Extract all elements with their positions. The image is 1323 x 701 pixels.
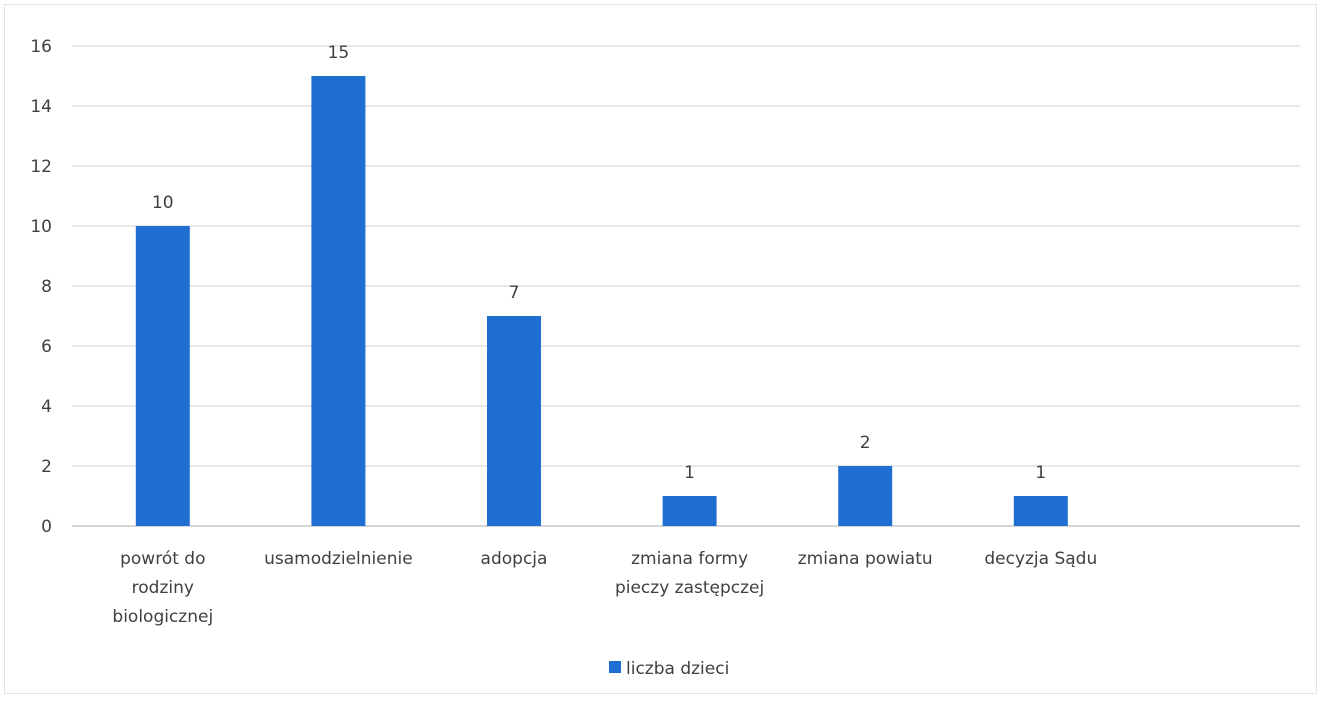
y-tick-label-16: 16: [30, 37, 52, 57]
bar-3: [487, 316, 541, 526]
bar-6: [1013, 496, 1068, 526]
y-tick-label-8: 8: [41, 277, 52, 297]
y-tick-label-14: 14: [30, 97, 52, 117]
bars: [135, 76, 1068, 526]
category-label-line: adopcja: [481, 549, 548, 569]
y-tick-label-10: 10: [30, 217, 52, 237]
category-label-line: rodziny: [132, 578, 194, 598]
bar-2: [311, 76, 366, 526]
category-label-4: zmiana formy pieczy zastępczej: [615, 549, 764, 598]
data-label-2: 15: [328, 43, 350, 63]
category-label-line: pieczy zastępczej: [615, 578, 764, 598]
legend-label: liczba dzieci: [626, 659, 729, 679]
y-tick-label-0: 0: [41, 517, 52, 537]
category-label-2: usamodzielnienie: [264, 549, 413, 569]
data-labels: 10 15 7 1 2 1: [152, 43, 1046, 483]
category-label-3: adopcja: [481, 549, 548, 569]
y-tick-label-6: 6: [41, 337, 52, 357]
data-label-5: 2: [860, 433, 871, 453]
category-label-line: powrót do: [120, 549, 205, 569]
bar-1: [135, 226, 190, 526]
category-label-line: decyzja Sądu: [984, 549, 1097, 569]
category-label-line: zmiana powiatu: [798, 549, 933, 569]
y-axis-tick-labels: 0 2 4 6 8 10 12 14 16: [30, 37, 52, 537]
data-label-3: 7: [509, 283, 520, 303]
legend: liczba dzieci: [609, 659, 729, 679]
y-tick-label-2: 2: [41, 457, 52, 477]
bar-5: [838, 466, 893, 526]
category-label-6: decyzja Sądu: [984, 549, 1097, 569]
category-label-line: zmiana formy: [631, 549, 748, 569]
gridlines: [72, 45, 1300, 527]
x-axis-category-labels: powrót do rodziny biologicznej usamodzielni…: [112, 549, 1097, 627]
bar-4: [662, 496, 717, 526]
y-tick-label-12: 12: [30, 157, 52, 177]
data-label-1: 10: [152, 193, 174, 213]
legend-swatch: [609, 661, 621, 673]
category-label-1: powrót do rodziny biologicznej: [112, 549, 213, 627]
y-tick-label-4: 4: [41, 397, 52, 417]
category-label-5: zmiana powiatu: [798, 549, 933, 569]
category-label-line: usamodzielnienie: [264, 549, 413, 569]
chart-frame: [4, 4, 1317, 694]
data-label-6: 1: [1035, 463, 1046, 483]
data-label-4: 1: [684, 463, 695, 483]
category-label-line: biologicznej: [112, 607, 213, 627]
